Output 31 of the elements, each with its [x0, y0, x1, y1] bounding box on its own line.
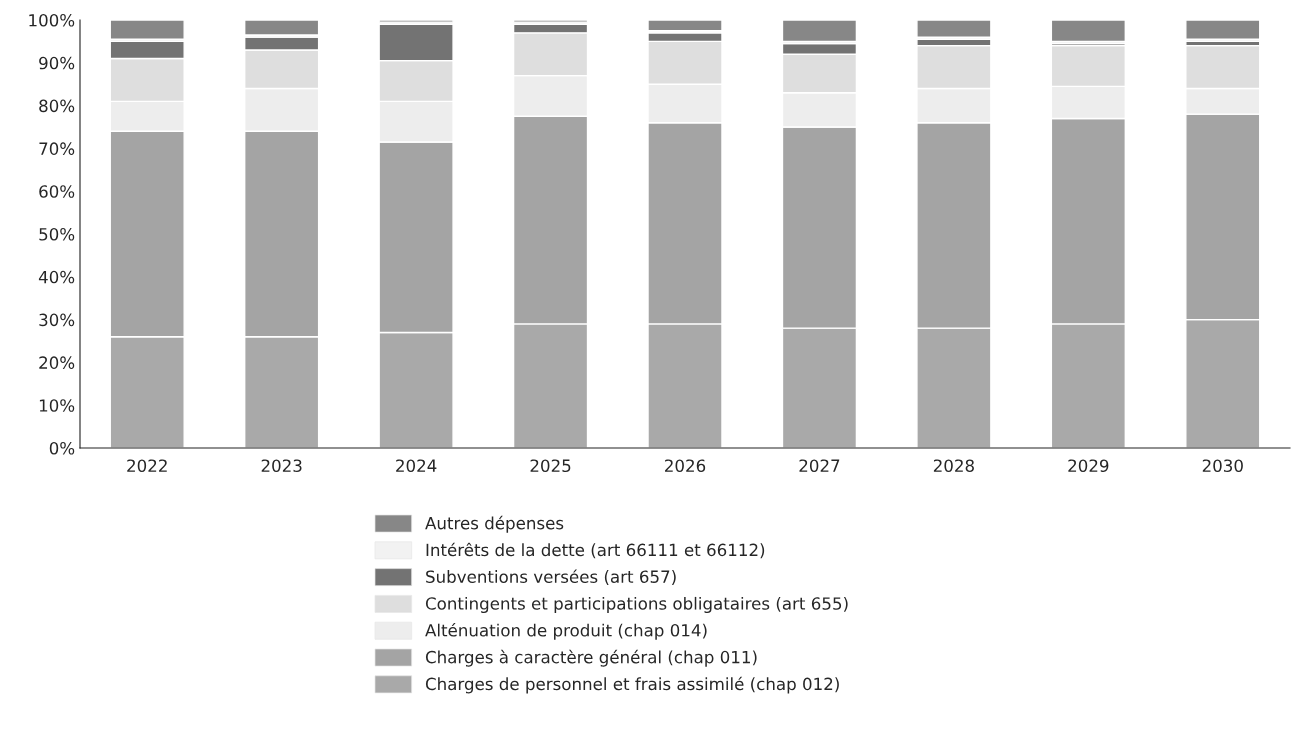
- bar: [1050, 20, 1127, 43]
- x-tick-label: 2025: [530, 459, 571, 473]
- y-tick-label: 30%: [39, 313, 75, 327]
- legend-label: Charges de personnel et frais assimilé (chap 012): [425, 676, 839, 694]
- y-tick-label: 20%: [39, 356, 75, 369]
- x-tick-label: 2026: [665, 459, 706, 473]
- legend-label: Alténuation de produit (chap 014): [425, 623, 707, 640]
- x-tick-label: 2029: [1068, 459, 1109, 473]
- x-tick-label: 2027: [799, 459, 840, 473]
- legend-label: Autres dépenses: [425, 515, 564, 533]
- y-tick-label: 0%: [49, 441, 75, 455]
- legend-label: Charges à caractère général (chap 011): [425, 649, 757, 667]
- y-tick-label: 80%: [39, 99, 75, 113]
- legend-label: Subventions versées (art 657): [426, 569, 676, 585]
- x-tick-label: 2023: [261, 459, 302, 473]
- bar: [647, 20, 723, 32]
- x-tick-label: 2030: [1202, 459, 1243, 473]
- y-tick-label: 40%: [38, 270, 75, 284]
- y-tick-label: 50%: [39, 227, 75, 241]
- y-tick-label: 100%: [29, 13, 75, 27]
- y-tick-label: 90%: [39, 56, 75, 70]
- legend-label: Intérêts de la dette (art 66111 et 66112): [426, 542, 765, 559]
- y-tick-label: 10%: [39, 399, 75, 412]
- bar: [1185, 20, 1261, 40]
- x-tick-label: 2024: [396, 459, 437, 473]
- x-tick-label: 2022: [127, 459, 167, 473]
- y-tick-label: 60%: [39, 185, 75, 198]
- y-tick-label: 70%: [39, 142, 75, 155]
- legend-label: Contingents et participations obligataires (art 655): [425, 596, 848, 614]
- bar: [109, 20, 185, 40]
- x-tick-label: 2028: [933, 459, 974, 473]
